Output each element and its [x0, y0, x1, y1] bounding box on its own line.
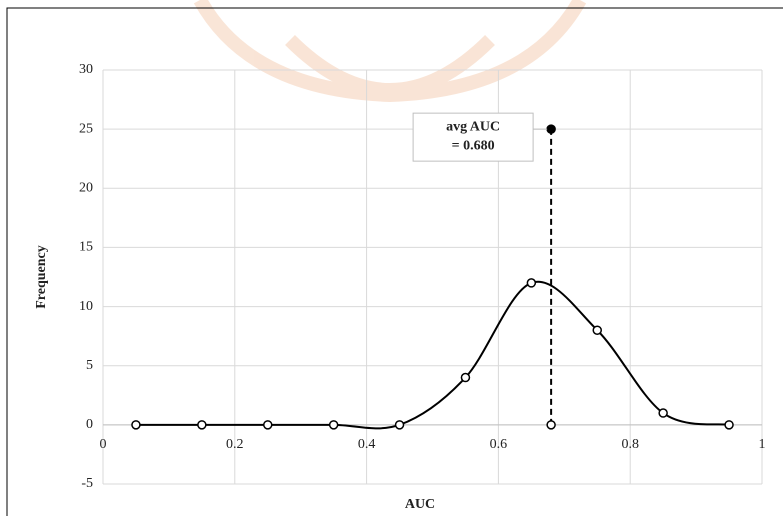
annotation-text: = 0.680 [452, 138, 495, 153]
x-tick-label: 0.8 [621, 437, 639, 452]
point [328, 420, 339, 430]
y-tick-label: 25 [79, 121, 93, 136]
annotation-text: avg AUC [446, 119, 500, 134]
annotation: avg AUC = 0.680 [412, 112, 548, 162]
y-tick-label: -5 [81, 476, 93, 491]
y-tick-label: 15 [79, 240, 93, 255]
point [131, 420, 141, 430]
line [135, 280, 730, 430]
x-tick-label: 0.4 [358, 437, 376, 452]
watermark-shape [285, 35, 495, 97]
point [263, 420, 273, 430]
y-tick-label: 20 [79, 181, 93, 196]
point [724, 420, 734, 430]
point [197, 420, 207, 430]
point [546, 124, 556, 134]
point [460, 372, 471, 383]
point [394, 420, 405, 430]
frame [6, 7, 783, 521]
x-tick-label: 0.6 [490, 437, 508, 452]
point [526, 278, 537, 288]
watermark [193, 0, 587, 103]
y-tick-label: 10 [79, 299, 93, 314]
x-tick-label: 0 [100, 437, 107, 452]
y-tick-label: 5 [86, 358, 93, 373]
x-axis-title: AUC [405, 497, 435, 512]
x-tick-label: 0.2 [226, 437, 244, 452]
y-axis-title: Frequency [34, 245, 49, 309]
watermark-shape [193, 0, 587, 103]
annotation-box [412, 112, 534, 162]
y-tick-label: 30 [79, 62, 93, 77]
x-tick-label: 1 [759, 437, 766, 452]
point [658, 408, 668, 418]
y-tick-label: 0 [86, 417, 93, 432]
point [592, 325, 602, 335]
point [546, 420, 556, 430]
